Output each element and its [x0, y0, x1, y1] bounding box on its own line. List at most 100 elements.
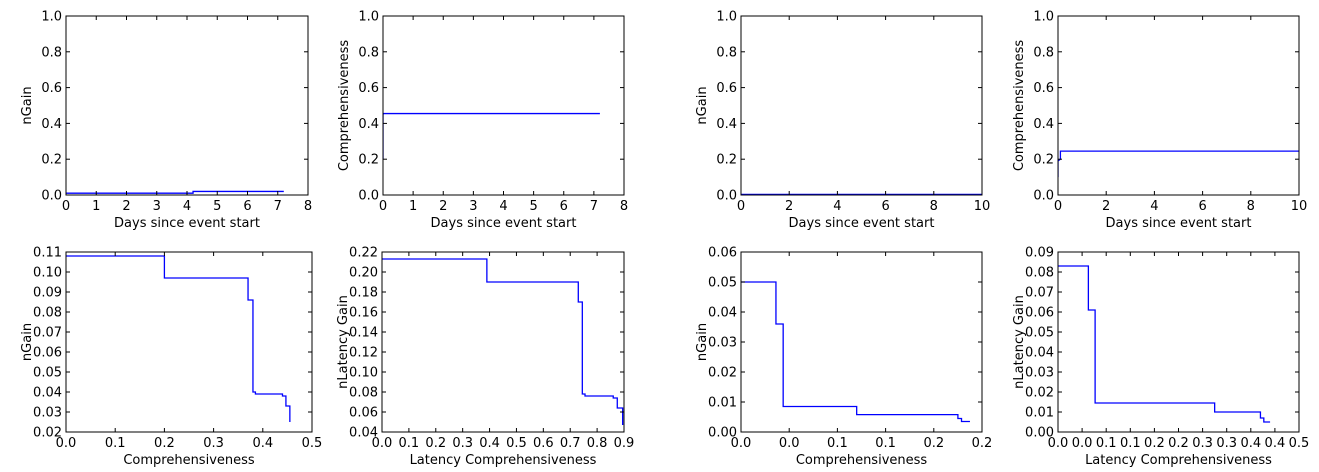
- x-tick-label: 2: [439, 199, 447, 214]
- x-tick-label: 0.1: [1120, 436, 1141, 451]
- series-line-1: [1058, 265, 1271, 423]
- x-tick-label: 0.2: [154, 436, 175, 451]
- series-line-1: [66, 190, 284, 194]
- y-tick-label: 0.8: [41, 45, 62, 60]
- x-tick-label: 0.2: [972, 436, 993, 451]
- x-axis-label: Latency Comprehensiveness: [410, 453, 597, 468]
- x-axis-label: Days since event start: [114, 216, 260, 231]
- y-tick-label: 0.04: [708, 306, 737, 321]
- y-tick-label: 0.8: [1033, 45, 1054, 60]
- y-tick-label: 0.0: [716, 189, 737, 204]
- y-tick-label: 0.6: [41, 81, 62, 96]
- x-tick-label: 2: [1102, 199, 1110, 214]
- x-tick-label: 0.3: [452, 436, 473, 451]
- plot-frame: [1057, 251, 1300, 433]
- y-tick-label: 0.6: [358, 81, 379, 96]
- y-tick-label: 0.04: [33, 386, 62, 401]
- x-tick-label: 6: [881, 199, 889, 214]
- x-tick-label: 0.1: [1096, 436, 1117, 451]
- y-tick-label: 0.01: [708, 396, 737, 411]
- x-tick-label: 0.9: [614, 436, 635, 451]
- series-line-1: [383, 112, 600, 160]
- x-tick-label: 0.3: [1216, 436, 1237, 451]
- plot-frame: [740, 15, 983, 196]
- chart-1: 0 1 2 3 4 5 6 7 8 0.0 0.2 0.4 0.6 0.8 1.0 Days since ev…: [20, 10, 312, 232]
- chart-4: 0 2 4 6 8 10 0.0 0.2 0.4 0.6 0.8 1.0 Days since even…: [1012, 10, 1307, 232]
- y-tick-label: 0.01: [1025, 406, 1054, 421]
- plot-frame: [382, 15, 625, 196]
- y-axis-label: Comprehensiveness: [337, 40, 352, 172]
- y-axis-label: nGain: [695, 323, 710, 361]
- y-tick-label: 0.12: [349, 346, 378, 361]
- y-tick-label: 0.2: [1033, 153, 1054, 168]
- x-axis-label: Comprehensiveness: [123, 453, 255, 468]
- x-tick-label: 0.4: [1240, 436, 1261, 451]
- y-tick-label: 0.6: [1033, 81, 1054, 96]
- y-tick-label: 0.09: [1025, 246, 1054, 261]
- y-tick-label: 0.22: [349, 246, 378, 261]
- x-tick-label: 0.2: [425, 436, 446, 451]
- x-tick-label: 3: [469, 199, 477, 214]
- x-tick-label: 0.6: [533, 436, 554, 451]
- y-tick-label: 0.2: [716, 153, 737, 168]
- y-tick-label: 0.03: [33, 406, 62, 421]
- y-tick-label: 0.0: [1033, 189, 1054, 204]
- x-tick-label: 0.3: [203, 436, 224, 451]
- x-tick-label: 0.2: [1168, 436, 1189, 451]
- x-axis-label: Latency Comprehensiveness: [1085, 453, 1272, 468]
- x-tick-label: 0.5: [506, 436, 527, 451]
- x-axis-label: Days since event start: [431, 216, 577, 231]
- series-line-1: [382, 258, 624, 425]
- series-line-1: [741, 281, 970, 423]
- y-axis-label: nLatency Gain: [1012, 295, 1027, 389]
- x-tick-label: 0.0: [56, 436, 77, 451]
- y-tick-label: 0.02: [708, 366, 737, 381]
- x-tick-label: 0.3: [1192, 436, 1213, 451]
- y-tick-label: 0.05: [33, 366, 62, 381]
- y-axis-label: nGain: [20, 86, 35, 124]
- x-tick-label: 0: [379, 199, 387, 214]
- x-tick-label: 6: [1198, 199, 1206, 214]
- y-tick-label: 0.00: [1025, 426, 1054, 441]
- x-tick-label: 6: [243, 199, 251, 214]
- y-tick-label: 0.2: [41, 153, 62, 168]
- chart-6: 0.0 0.1 0.2 0.3 0.4 0.5 0.6 0.7 0.8 0.9 0.04 0.06 0.…: [336, 246, 634, 469]
- y-tick-label: 0.03: [1025, 366, 1054, 381]
- x-tick-label: 7: [590, 199, 598, 214]
- y-axis-label: nGain: [695, 86, 710, 124]
- chart-7: 0.0 0.0 0.1 0.1 0.2 0.2 0.00 0.01 0.02 0.03 0.04 0.…: [695, 246, 992, 469]
- x-tick-label: 0.8: [587, 436, 608, 451]
- y-tick-label: 0.20: [349, 266, 378, 281]
- x-tick-label: 0: [62, 199, 70, 214]
- plot-frame: [65, 251, 313, 433]
- y-tick-label: 0.07: [33, 326, 62, 341]
- y-tick-label: 1.0: [1033, 10, 1054, 25]
- y-tick-label: 0.4: [358, 117, 379, 132]
- x-tick-label: 0.2: [923, 436, 944, 451]
- x-tick-label: 3: [153, 199, 161, 214]
- series-line-1: [66, 255, 291, 422]
- plot-frame: [65, 15, 309, 196]
- x-tick-label: 4: [833, 199, 841, 214]
- x-tick-label: 8: [1247, 199, 1255, 214]
- x-tick-label: 1: [92, 199, 100, 214]
- plot-frame: [381, 251, 625, 433]
- x-tick-label: 0.5: [1289, 436, 1310, 451]
- y-tick-label: 0.14: [349, 326, 378, 341]
- x-axis-label: Comprehensiveness: [796, 453, 928, 468]
- y-tick-label: 0.0: [41, 189, 62, 204]
- x-tick-label: 2: [785, 199, 793, 214]
- y-tick-label: 0.04: [349, 426, 378, 441]
- x-tick-label: 0.7: [560, 436, 581, 451]
- y-tick-label: 0.4: [716, 117, 737, 132]
- y-tick-label: 0.08: [1025, 266, 1054, 281]
- y-tick-label: 0.11: [33, 246, 62, 261]
- y-tick-label: 0.06: [33, 346, 62, 361]
- x-tick-label: 2: [122, 199, 130, 214]
- x-tick-label: 0: [737, 199, 745, 214]
- x-tick-label: 0.1: [399, 436, 420, 451]
- x-tick-label: 4: [499, 199, 507, 214]
- y-axis-label: Comprehensiveness: [1012, 40, 1027, 172]
- x-tick-label: 0.4: [479, 436, 500, 451]
